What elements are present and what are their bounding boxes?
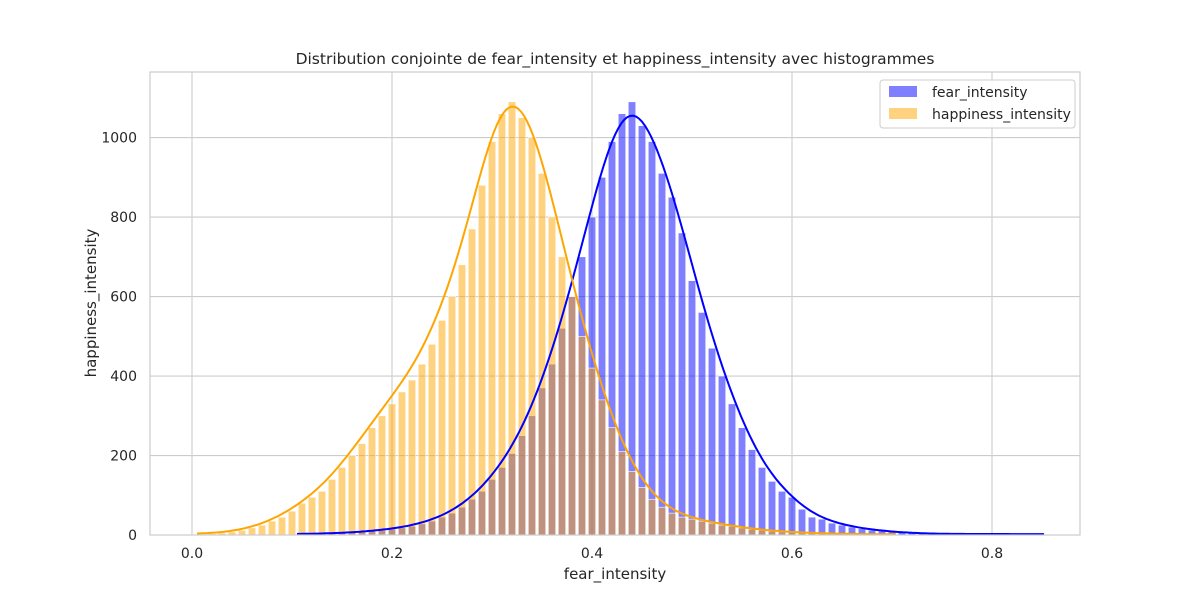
bar-fear_intensity xyxy=(737,427,747,536)
kde-curves xyxy=(196,105,1044,536)
x-axis-label: fear_intensity xyxy=(564,565,667,584)
bar-happiness_intensity xyxy=(547,216,557,536)
tick-labels: 0.0 0.2 0.4 0.6 0.8 0 200 400 600 800 1000 xyxy=(101,131,1003,562)
bar-happiness_intensity xyxy=(297,502,307,536)
legend-box xyxy=(879,79,1076,129)
bar-happiness_intensity xyxy=(527,137,537,536)
bar-fear_intensity xyxy=(727,403,737,536)
histogram-bars xyxy=(197,101,1047,536)
bar-happiness_intensity xyxy=(347,455,357,536)
bar-happiness_intensity xyxy=(717,524,727,536)
bar-fear_intensity xyxy=(757,467,767,536)
bar-happiness_intensity xyxy=(517,117,527,536)
bar-happiness_intensity xyxy=(657,506,667,536)
bar-happiness_intensity xyxy=(397,391,407,536)
bar-happiness_intensity xyxy=(307,496,317,536)
bar-fear_intensity xyxy=(797,508,807,536)
y-tick-label: 800 xyxy=(110,210,137,226)
bar-happiness_intensity xyxy=(317,490,327,536)
y-tick-label: 600 xyxy=(110,290,137,306)
bar-fear_intensity xyxy=(717,375,727,536)
bar-happiness_intensity xyxy=(747,528,757,536)
bar-happiness_intensity xyxy=(497,113,507,536)
y-tick-label: 1000 xyxy=(101,131,137,147)
bar-happiness_intensity xyxy=(697,520,707,536)
bar-fear_intensity xyxy=(777,490,787,536)
legend-swatch-fear xyxy=(889,86,917,97)
bar-happiness_intensity xyxy=(587,367,597,536)
plot-frame xyxy=(149,71,1081,536)
y-tick-label: 400 xyxy=(110,369,137,385)
bar-happiness_intensity xyxy=(367,427,377,536)
bar-happiness_intensity xyxy=(637,487,647,536)
bar-happiness_intensity xyxy=(447,296,457,536)
bar-happiness_intensity xyxy=(287,510,297,536)
bar-happiness_intensity xyxy=(737,527,747,536)
x-tick-label: 0.0 xyxy=(181,546,203,562)
bar-happiness_intensity xyxy=(627,471,637,536)
bar-happiness_intensity xyxy=(387,403,397,536)
bar-happiness_intensity xyxy=(557,256,567,536)
chart-title: Distribution conjointe de fear_intensity… xyxy=(296,50,935,69)
bar-fear_intensity xyxy=(687,280,697,536)
bar-happiness_intensity xyxy=(327,479,337,536)
bar-fear_intensity xyxy=(677,232,687,536)
bar-happiness_intensity xyxy=(277,516,287,536)
bar-happiness_intensity xyxy=(237,529,247,536)
bar-happiness_intensity xyxy=(567,296,577,536)
bar-fear_intensity xyxy=(647,141,657,536)
bar-happiness_intensity xyxy=(467,228,477,536)
legend: fear_intensity happiness_intensity xyxy=(879,79,1076,129)
bar-fear_intensity xyxy=(767,481,777,536)
bar-fear_intensity xyxy=(657,173,667,536)
bar-fear_intensity xyxy=(747,449,757,536)
bar-happiness_intensity xyxy=(377,415,387,536)
y-tick-label: 200 xyxy=(110,449,137,465)
y-axis-label: happiness_intensity xyxy=(82,228,101,377)
kde-curve-fear_intensity xyxy=(297,114,1044,536)
bar-happiness_intensity xyxy=(457,264,467,536)
legend-label-happiness: happiness_intensity xyxy=(932,107,1071,123)
legend-swatch-happiness xyxy=(889,108,917,119)
bar-fear_intensity xyxy=(787,496,797,536)
bar-fear_intensity xyxy=(667,196,677,536)
bar-happiness_intensity xyxy=(597,399,607,536)
bar-happiness_intensity xyxy=(417,363,427,536)
bar-happiness_intensity xyxy=(407,379,417,536)
bar-happiness_intensity xyxy=(337,467,347,536)
bar-happiness_intensity xyxy=(647,498,657,536)
bar-happiness_intensity xyxy=(427,343,437,536)
bar-happiness_intensity xyxy=(707,522,717,536)
bar-happiness_intensity xyxy=(247,527,257,536)
bar-happiness_intensity xyxy=(577,335,587,536)
bar-happiness_intensity xyxy=(507,101,517,536)
bar-fear_intensity xyxy=(627,101,637,536)
bar-happiness_intensity xyxy=(267,520,277,536)
bar-happiness_intensity xyxy=(687,518,697,536)
bar-happiness_intensity xyxy=(357,443,367,536)
x-tick-label: 0.8 xyxy=(981,546,1003,562)
kde-curve-happiness_intensity xyxy=(196,105,896,536)
bar-happiness_intensity xyxy=(677,516,687,536)
bar-fear_intensity xyxy=(697,312,707,536)
bar-happiness_intensity xyxy=(727,525,737,536)
y-tick-label: 0 xyxy=(128,528,137,544)
bar-happiness_intensity xyxy=(257,524,267,536)
bar-happiness_intensity xyxy=(607,427,617,536)
bar-happiness_intensity xyxy=(757,529,767,536)
x-tick-label: 0.2 xyxy=(381,546,403,562)
legend-label-fear: fear_intensity xyxy=(932,85,1028,101)
bar-happiness_intensity xyxy=(537,173,547,536)
x-tick-label: 0.4 xyxy=(581,546,603,562)
bar-happiness_intensity xyxy=(437,320,447,536)
bars-happiness_intensity xyxy=(197,101,897,536)
bar-fear_intensity xyxy=(707,347,717,536)
bar-happiness_intensity xyxy=(667,512,677,536)
x-tick-label: 0.6 xyxy=(781,546,803,562)
bar-happiness_intensity xyxy=(617,451,627,536)
